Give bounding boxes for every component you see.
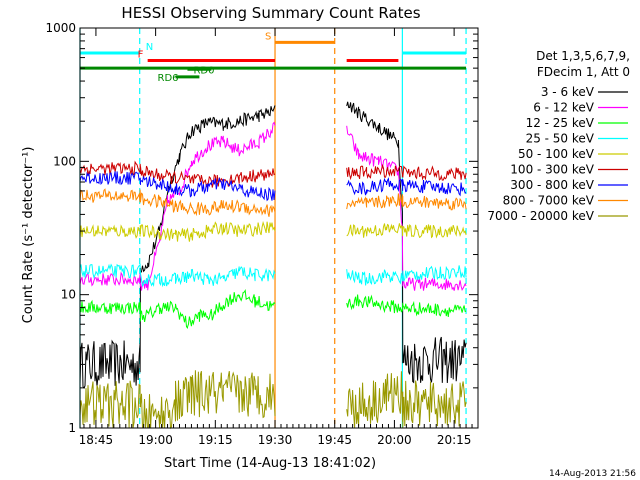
legend-label-6: 300 - 800 keV: [510, 178, 594, 192]
flag-label-1: F: [138, 50, 144, 61]
legend-label-7: 800 - 7000 keV: [503, 194, 595, 208]
legend-label-1: 6 - 12 keV: [533, 101, 595, 115]
y-tick-label-0: 1: [68, 421, 76, 435]
series-line-2: [79, 288, 467, 330]
flag-label-4: RD0: [193, 65, 214, 76]
series-line-8: [79, 370, 467, 430]
legend-header-line-1: Det 1,3,5,6,7,9,: [536, 49, 630, 63]
axes: 1 10 100 1000 18:45 19:00 19:15 19:30 19:45 20:00…: [45, 21, 479, 447]
axes-frame: [79, 27, 479, 429]
legend-label-5: 100 - 300 keV: [510, 163, 594, 177]
flag-label-0: N: [146, 42, 153, 53]
chart-title: HESSI Observing Summary Count Rates: [121, 4, 420, 22]
legend-header-line-2: FDecim 1, Att 0: [537, 65, 630, 79]
legend-label-3: 25 - 50 keV: [526, 132, 595, 146]
x-axis-label: Start Time (14-Aug-13 18:41:02): [164, 456, 376, 471]
y-tick-label-3: 1000: [45, 21, 76, 35]
legend-label-8: 7000 - 20000 keV: [487, 209, 594, 223]
x-tick-label-0: 18:45: [79, 433, 114, 447]
footer-timestamp: 14-Aug-2013 21:56: [549, 469, 636, 479]
series-line-7: [79, 188, 467, 217]
x-tick-label-1: 19:00: [138, 433, 173, 447]
x-tick-label-4: 19:45: [317, 433, 352, 447]
legend-label-0: 3 - 6 keV: [541, 85, 595, 99]
x-tick-label-3: 19:30: [258, 433, 293, 447]
series-line-5: [79, 160, 467, 189]
y-axis-label: Count Rate (s⁻¹ detector⁻¹): [21, 147, 36, 324]
legend-label-4: 50 - 100 keV: [518, 147, 595, 161]
y-tick-label-2: 100: [53, 154, 76, 168]
series-line-6: [79, 171, 467, 202]
series-line-4: [79, 220, 467, 242]
flag-label-5: RD6: [158, 73, 179, 84]
x-tick-label-2: 19:15: [198, 433, 233, 447]
flag-label-2: S: [265, 31, 271, 42]
legend: Det 1,3,5,6,7,9, FDecim 1, Att 0 3 - 6 k…: [487, 49, 630, 223]
series-line-0: [79, 101, 467, 389]
x-tick-label-5: 20:00: [377, 433, 412, 447]
plot-area: NF S RD0 RD6: [79, 28, 467, 430]
x-tick-label-6: 20:15: [437, 433, 472, 447]
legend-label-2: 12 - 25 keV: [526, 116, 595, 130]
y-tick-label-1: 10: [61, 288, 76, 302]
series-line-3: [79, 263, 467, 288]
